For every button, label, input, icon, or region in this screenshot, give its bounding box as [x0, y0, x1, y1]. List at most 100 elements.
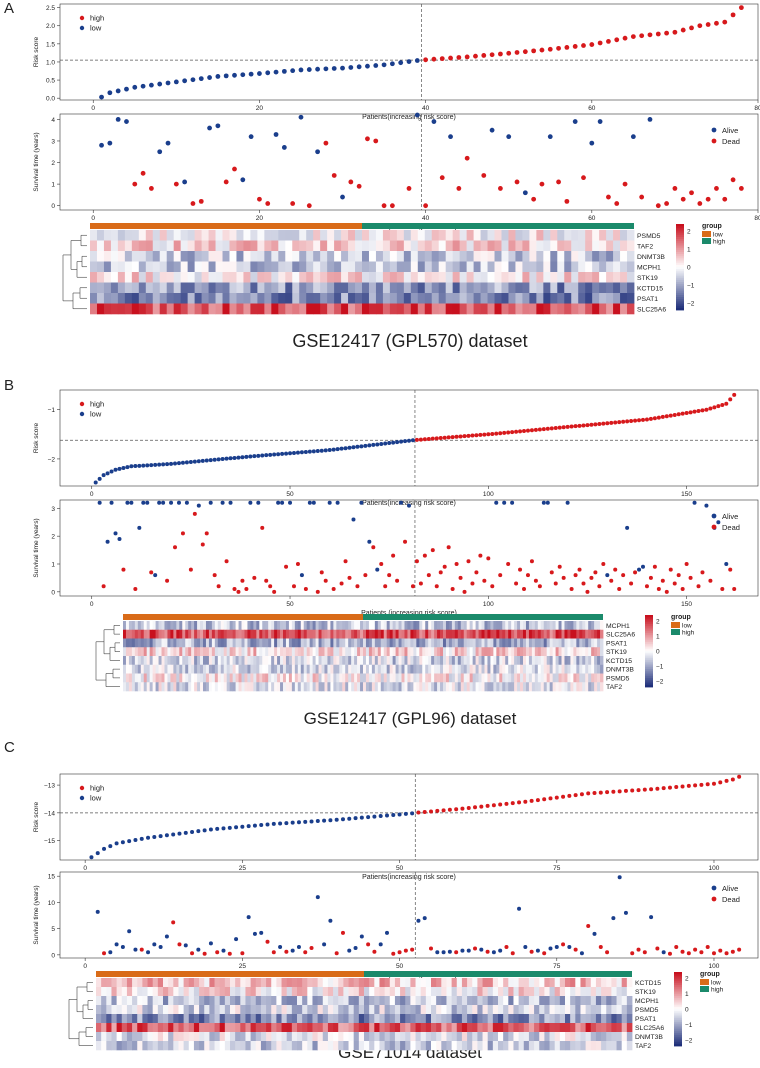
panel-a-heat-cell: [215, 230, 223, 241]
panel-b-heat-cell: [226, 682, 231, 692]
panel-c-heat-cell: [230, 987, 236, 997]
panel-a-heat-cell: [445, 230, 454, 241]
panel-b-heat-cell: [434, 682, 438, 692]
panel-b-heat-cell: [434, 621, 438, 631]
panel-a-heat-cell: [236, 240, 244, 252]
panel-a-alive-point: [340, 194, 345, 200]
panel-b-heat-cell: [250, 656, 254, 666]
panel-b-dead-point: [343, 559, 348, 564]
panel-a-alive-point: [273, 132, 279, 137]
panel-c-heat-cell: [147, 1032, 154, 1042]
panel-a-heat-cell: [222, 261, 230, 273]
panel-a-alive-point: [124, 119, 129, 124]
panel-c-heat-cell: [297, 1005, 303, 1015]
panel-c-heat-cell: [477, 1005, 483, 1015]
panel-c-alive-point: [196, 947, 201, 952]
panel-b-heat-cell: [490, 621, 494, 631]
panel-b-heat-cell: [404, 656, 408, 666]
panel-b-heat-cell: [374, 629, 379, 639]
panel-a-risk-point: [198, 76, 204, 82]
panel-c-survival-ylabel: Survival time (years): [33, 885, 40, 944]
panel-b-heat-cell: [588, 647, 592, 657]
panel-c-heat-cell: [111, 1005, 118, 1015]
panel-a-dead-point: [514, 179, 520, 185]
panel-a-dead-point: [531, 196, 537, 202]
panel-b-heat-cell: [549, 664, 554, 674]
panel-b-heat-cell: [472, 638, 476, 648]
panel-b-heat-cell: [324, 682, 328, 692]
panel-c-heat-cell: [498, 987, 504, 997]
panel-b-heat-cell: [579, 656, 583, 666]
panel-a-heat-cell: [375, 272, 384, 283]
panel-c-heat-cell: [188, 987, 195, 997]
panel-b-heat-cell: [182, 621, 186, 631]
panel-a-group-legend-title: group: [702, 223, 722, 230]
panel-b-heat-cell: [454, 638, 459, 648]
panel-b-heat-cell: [208, 673, 213, 683]
panel-b-heat-cell: [386, 638, 391, 648]
panel-a-heat-cell: [166, 293, 175, 304]
panel-c-heat-cell: [492, 987, 499, 997]
panel-a-heat-cell: [466, 282, 474, 294]
panel-b-dead-point: [498, 573, 503, 578]
panel-b-heat-cell: [271, 629, 275, 639]
panel-c-heat-cell: [142, 1032, 148, 1042]
panel-a-heat-cell: [459, 293, 468, 304]
panel-a-risk-point: [738, 5, 744, 11]
panel-b-heat-cell: [348, 673, 352, 683]
panel-a-heat-cell: [285, 282, 293, 294]
panel-c-dead-point: [693, 947, 698, 952]
panel-c-alive-point: [359, 934, 364, 939]
panel-b-heat-cell: [537, 629, 542, 639]
panel-c-dead-point: [240, 951, 245, 956]
panel-b-heat-cell: [451, 638, 456, 648]
panel-b-heat-cell: [194, 682, 198, 692]
panel-c-heat-cell: [199, 1005, 205, 1015]
panel-c-alive-point: [466, 948, 471, 953]
panel-b-heat-cell: [268, 673, 272, 683]
panel-a-heat-cell: [292, 240, 300, 252]
panel-c-risk-point: [196, 829, 201, 834]
panel-c-heat-cell: [446, 1005, 453, 1015]
panel-b-heat-cell: [306, 682, 311, 692]
panel-b-risk-point: [184, 460, 189, 465]
panel-a-heat-cell: [96, 303, 105, 315]
panel-b-heat-cell: [131, 673, 136, 683]
panel-b-heat-cell: [288, 664, 293, 674]
panel-a-heat-cell: [306, 230, 314, 241]
panel-b-heat-cell: [523, 621, 527, 631]
panel-a-legend-dead-dot: [711, 138, 717, 144]
panel-a-heat-cell: [508, 303, 516, 315]
panel-c-heat-cell: [333, 1032, 339, 1042]
panel-c-heat-cell: [333, 1014, 339, 1024]
panel-b-heat-cell: [520, 682, 524, 692]
panel-c-risk-point: [164, 833, 169, 838]
panel-a-dead-point: [381, 203, 387, 209]
panel-a-heat-cell: [257, 282, 265, 294]
panel-a-heat-cell: [578, 261, 586, 273]
panel-c-heat-cell: [601, 987, 607, 997]
panel-c-heat-cell: [565, 978, 571, 988]
panel-a-heat-cell: [403, 251, 412, 262]
panel-a-heat-cell: [564, 230, 572, 241]
panel-b-risk-point: [569, 424, 574, 429]
panel-a-dead-point: [132, 181, 138, 187]
panel-b-heat-cell: [371, 629, 376, 639]
panel-a-dead-point: [265, 201, 271, 206]
panel-a-colorbar-step: [676, 299, 684, 302]
panel-a-heat-cell: [138, 293, 147, 304]
panel-b-heat-cell: [389, 629, 394, 639]
panel-c-heat-cell: [147, 978, 154, 988]
panel-a-heat-cell: [264, 282, 272, 294]
panel-b-heat-cell: [448, 629, 453, 639]
panel-a-heat-cell: [201, 272, 209, 283]
panel-b-alive-point: [565, 500, 570, 505]
panel-c-heat-cell: [461, 1041, 468, 1051]
panel-b-risk-point: [240, 455, 245, 460]
panel-b-heat-cell: [294, 638, 299, 648]
panel-c-heat-cell: [606, 978, 612, 988]
panel-b-heat-cell: [309, 682, 314, 692]
panel-b-heat-cell: [567, 664, 571, 674]
panel-c-colorbar-step: [674, 1027, 682, 1030]
panel-c-heat-cell: [436, 1041, 442, 1051]
